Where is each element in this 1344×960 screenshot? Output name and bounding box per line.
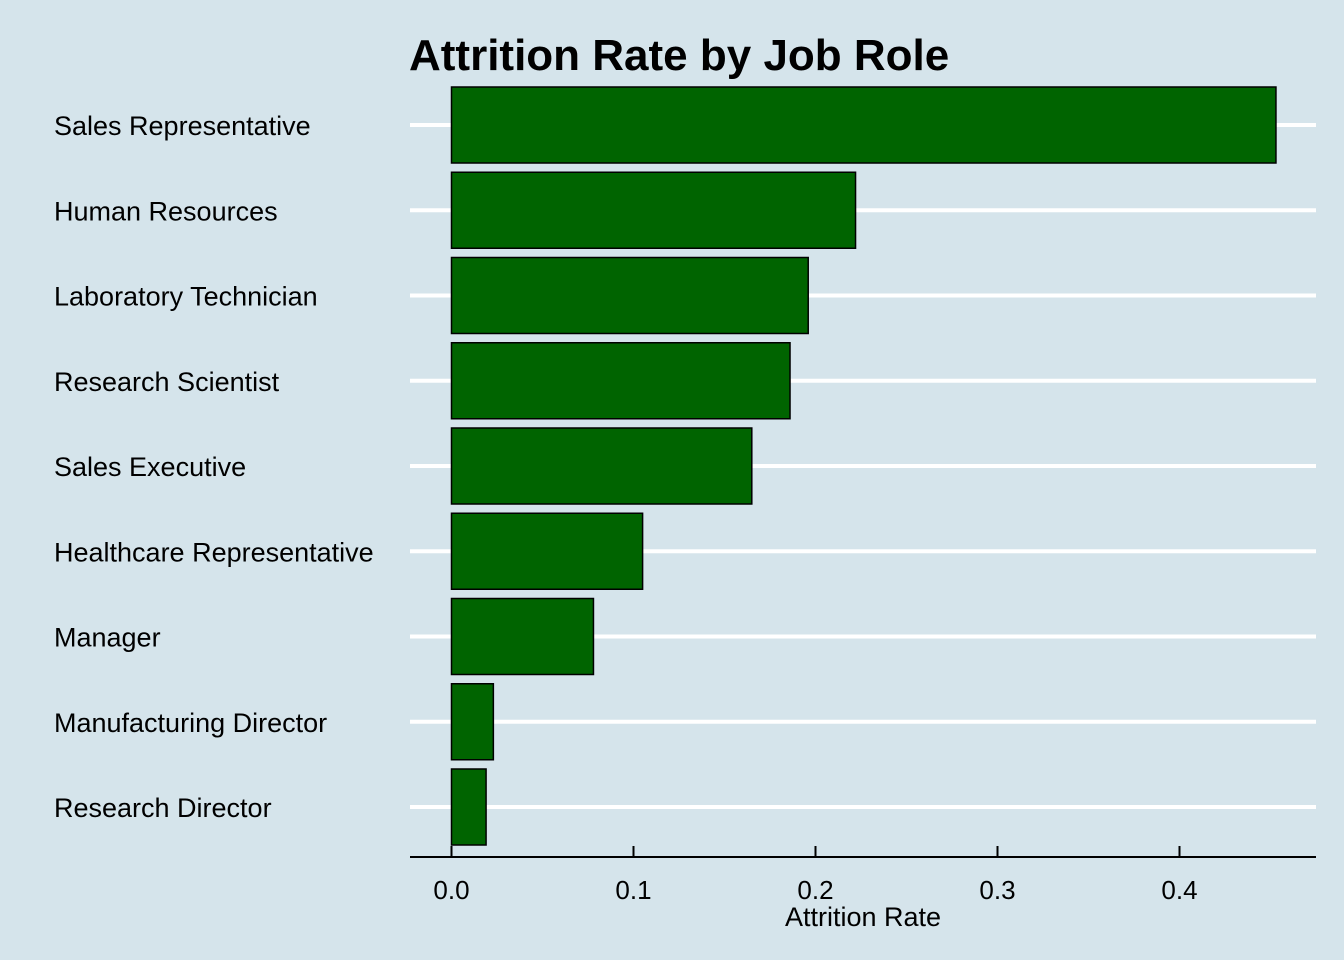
bar [450, 512, 644, 590]
bar [450, 256, 809, 335]
category-label: Sales Representative [54, 111, 311, 141]
x-tick-label: 0.0 [433, 875, 469, 905]
x-tick-label: 0.2 [797, 875, 833, 905]
category-labels: Sales Representative Human Resources Labor… [54, 111, 374, 823]
chart-title: Attrition Rate by Job Role [409, 31, 949, 80]
x-tick-label: 0.1 [615, 875, 651, 905]
x-axis-title: Attrition Rate [785, 902, 941, 932]
x-axis: 0.0 0.1 0.2 0.3 0.4 [410, 846, 1316, 905]
category-label: Manager [54, 623, 161, 653]
category-label: Research Scientist [54, 367, 280, 397]
x-tick-label: 0.4 [1161, 875, 1197, 905]
x-tick-label: 0.3 [979, 875, 1015, 905]
bar [450, 171, 857, 249]
bar [450, 342, 791, 420]
bar [450, 597, 595, 676]
category-label: Sales Executive [54, 452, 246, 482]
bar [450, 768, 487, 846]
bars [450, 86, 1277, 846]
category-label: Research Director [54, 793, 272, 823]
bar [450, 683, 495, 761]
category-label: Healthcare Representative [54, 537, 374, 567]
bar [450, 86, 1277, 164]
category-label: Laboratory Technician [54, 282, 318, 312]
category-label: Manufacturing Director [54, 708, 327, 738]
bar [450, 427, 753, 505]
category-label: Human Resources [54, 196, 278, 226]
